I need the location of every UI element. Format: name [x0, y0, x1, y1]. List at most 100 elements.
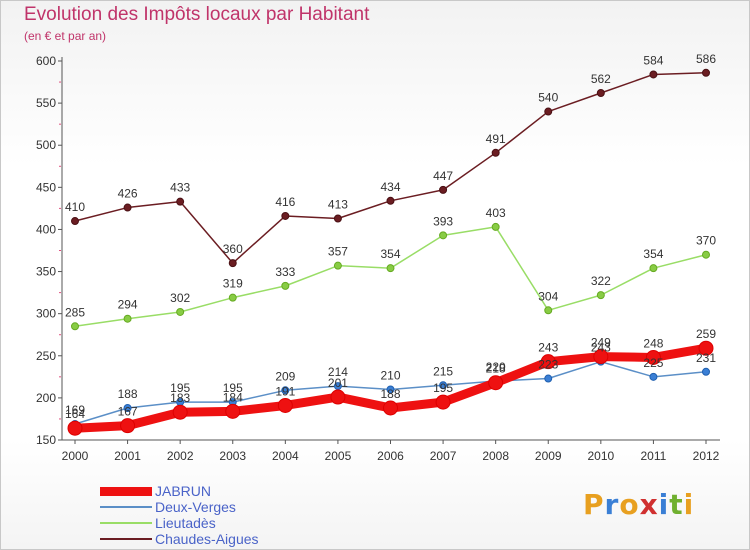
- data-label-chaudes-aigues: 413: [328, 197, 348, 211]
- data-label-deux-verges: 169: [65, 403, 85, 417]
- data-point-lieutades: [333, 261, 342, 270]
- data-label-deux-verges: 188: [118, 387, 138, 401]
- data-label-jabrun: 183: [170, 391, 190, 405]
- data-point-deux-verges: [386, 385, 395, 394]
- data-label-jabrun: 184: [223, 390, 243, 404]
- series-line-chaudes-aigues: [74, 72, 707, 264]
- legend-swatch-deux-verges: [100, 506, 152, 508]
- data-point-lieutades: [702, 250, 710, 259]
- data-label-chaudes-aigues: 447: [433, 169, 453, 183]
- x-tick-label: 2011: [641, 449, 667, 463]
- legend-item-lieutades: Lieutadès: [100, 515, 259, 531]
- data-label-lieutades: 357: [328, 245, 348, 259]
- series-line-lieutades: [74, 226, 707, 328]
- data-label-jabrun: 248: [643, 336, 663, 350]
- data-point-jabrun: [698, 340, 714, 356]
- data-label-chaudes-aigues: 540: [538, 91, 558, 105]
- data-point-jabrun: [330, 389, 346, 405]
- data-point-deux-verges: [544, 374, 553, 383]
- data-point-jabrun: [435, 394, 451, 410]
- x-tick-label: 2001: [114, 449, 141, 463]
- x-tick-label: 2000: [62, 449, 89, 463]
- data-point-jabrun: [120, 418, 136, 434]
- data-label-chaudes-aigues: 584: [643, 53, 663, 67]
- data-label-chaudes-aigues: 433: [170, 181, 190, 195]
- legend-item-chaudes-aigues: Chaudes-Aigues: [100, 531, 259, 547]
- data-label-lieutades: 304: [538, 289, 558, 303]
- data-label-lieutades: 322: [591, 274, 611, 288]
- data-label-deux-verges: 223: [538, 358, 558, 372]
- data-label-deux-verges: 195: [170, 381, 190, 395]
- x-tick-label: 2003: [219, 449, 246, 463]
- data-point-lieutades: [544, 306, 553, 315]
- y-tick-label: 400: [36, 222, 56, 236]
- legend-swatch-chaudes-aigues: [100, 538, 152, 540]
- data-point-chaudes-aigues: [702, 68, 710, 77]
- data-point-jabrun: [540, 354, 556, 370]
- logo-letter: i: [658, 488, 670, 521]
- logo-letter: t: [669, 488, 684, 521]
- y-tick-label: 500: [36, 138, 56, 152]
- data-label-jabrun: 218: [486, 362, 506, 376]
- data-point-deux-verges: [281, 386, 290, 395]
- x-tick-label: 2002: [167, 449, 194, 463]
- logo-letter: x: [639, 488, 659, 521]
- data-point-chaudes-aigues: [439, 185, 448, 194]
- data-label-chaudes-aigues: 416: [275, 195, 295, 209]
- data-point-lieutades: [649, 264, 658, 273]
- data-point-chaudes-aigues: [281, 211, 290, 220]
- legend-label-lieutades: Lieutadès: [155, 515, 216, 531]
- data-label-chaudes-aigues: 491: [486, 132, 506, 146]
- data-label-deux-verges: 225: [643, 356, 663, 370]
- logo-letter: r: [604, 488, 620, 521]
- data-label-lieutades: 319: [223, 277, 243, 291]
- data-label-chaudes-aigues: 586: [696, 52, 716, 66]
- data-label-jabrun: 167: [118, 405, 138, 419]
- logo-letter: o: [619, 488, 640, 521]
- data-label-jabrun: 191: [275, 384, 295, 398]
- data-point-chaudes-aigues: [176, 197, 185, 206]
- data-label-chaudes-aigues: 426: [118, 187, 138, 201]
- data-point-jabrun: [645, 349, 661, 365]
- data-point-chaudes-aigues: [491, 148, 500, 157]
- data-point-lieutades: [71, 322, 79, 331]
- data-label-deux-verges: 231: [696, 351, 716, 365]
- data-point-lieutades: [439, 231, 448, 240]
- x-tick-label: 2004: [272, 449, 299, 463]
- data-label-deux-verges: 215: [433, 364, 453, 378]
- legend-item-jabrun: JABRUN: [100, 483, 259, 499]
- proxiti-logo: Proxiti: [583, 488, 694, 521]
- data-point-lieutades: [281, 281, 290, 290]
- data-label-lieutades: 302: [170, 291, 190, 305]
- data-point-chaudes-aigues: [123, 203, 132, 212]
- x-tick-label: 2012: [693, 449, 720, 463]
- x-tick-label: 2005: [325, 449, 352, 463]
- data-point-lieutades: [491, 222, 500, 231]
- legend-label-chaudes-aigues: Chaudes-Aigues: [155, 531, 259, 547]
- legend-label-jabrun: JABRUN: [155, 483, 212, 499]
- logo-letter: P: [583, 488, 605, 521]
- x-tick-label: 2009: [535, 449, 562, 463]
- data-point-chaudes-aigues: [596, 89, 605, 98]
- data-point-deux-verges: [649, 372, 658, 381]
- data-label-deux-verges: 243: [591, 341, 611, 355]
- data-label-chaudes-aigues: 410: [65, 200, 85, 214]
- data-label-lieutades: 354: [380, 247, 400, 261]
- data-label-lieutades: 370: [696, 234, 716, 248]
- data-label-jabrun: 201: [328, 376, 348, 390]
- data-point-jabrun: [67, 420, 83, 436]
- data-point-jabrun: [277, 397, 293, 413]
- data-point-chaudes-aigues: [71, 217, 79, 226]
- data-point-deux-verges: [123, 403, 132, 412]
- data-point-jabrun: [488, 375, 504, 391]
- data-point-lieutades: [123, 314, 132, 323]
- data-label-deux-verges: 214: [328, 365, 348, 379]
- y-tick-label: 250: [36, 349, 56, 363]
- data-point-lieutades: [386, 264, 395, 273]
- data-point-jabrun: [383, 400, 398, 416]
- data-label-lieutades: 393: [433, 214, 453, 228]
- data-label-lieutades: 294: [118, 298, 138, 312]
- data-label-deux-verges: 209: [275, 369, 295, 383]
